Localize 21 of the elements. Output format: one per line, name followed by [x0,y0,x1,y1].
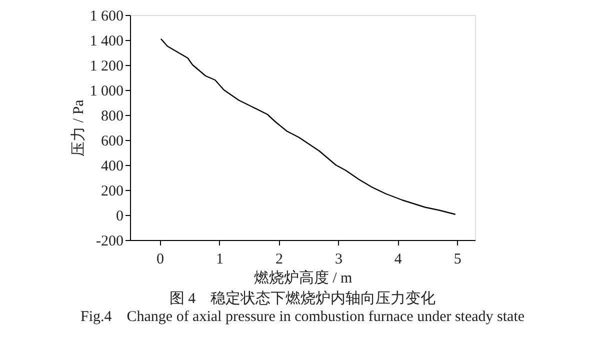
y-tick-label: 1 600 [90,8,124,24]
y-tick-label: 200 [101,184,124,200]
x-tick-label: 5 [454,252,462,268]
y-tick-label: 1 400 [90,34,124,50]
y-tick-label: 600 [101,134,124,150]
x-tick-label: 0 [156,252,164,268]
y-tick-label: 1 000 [90,84,124,100]
x-tick-label: 1 [216,252,224,268]
y-tick-label: 1 200 [90,58,124,74]
x-tick-label: 2 [275,252,283,268]
x-axis-title: 燃烧炉高度 / m [254,270,352,286]
y-axis-title: 压力 / Pa [70,99,87,156]
y-tick-label: 800 [101,108,124,124]
line-series [160,38,456,215]
y-tick-label: 400 [101,158,124,174]
y-tick-label: 0 [116,208,124,224]
caption: 图 4 稳定状态下燃烧炉内轴向压力变化 [169,290,436,307]
y-tick-label: -200 [96,234,124,250]
x-tick-label: 4 [394,252,402,268]
x-tick-label: 3 [334,252,342,268]
caption: Fig.4 Change of axial pressure in combustion furnace under steady state [80,309,525,325]
